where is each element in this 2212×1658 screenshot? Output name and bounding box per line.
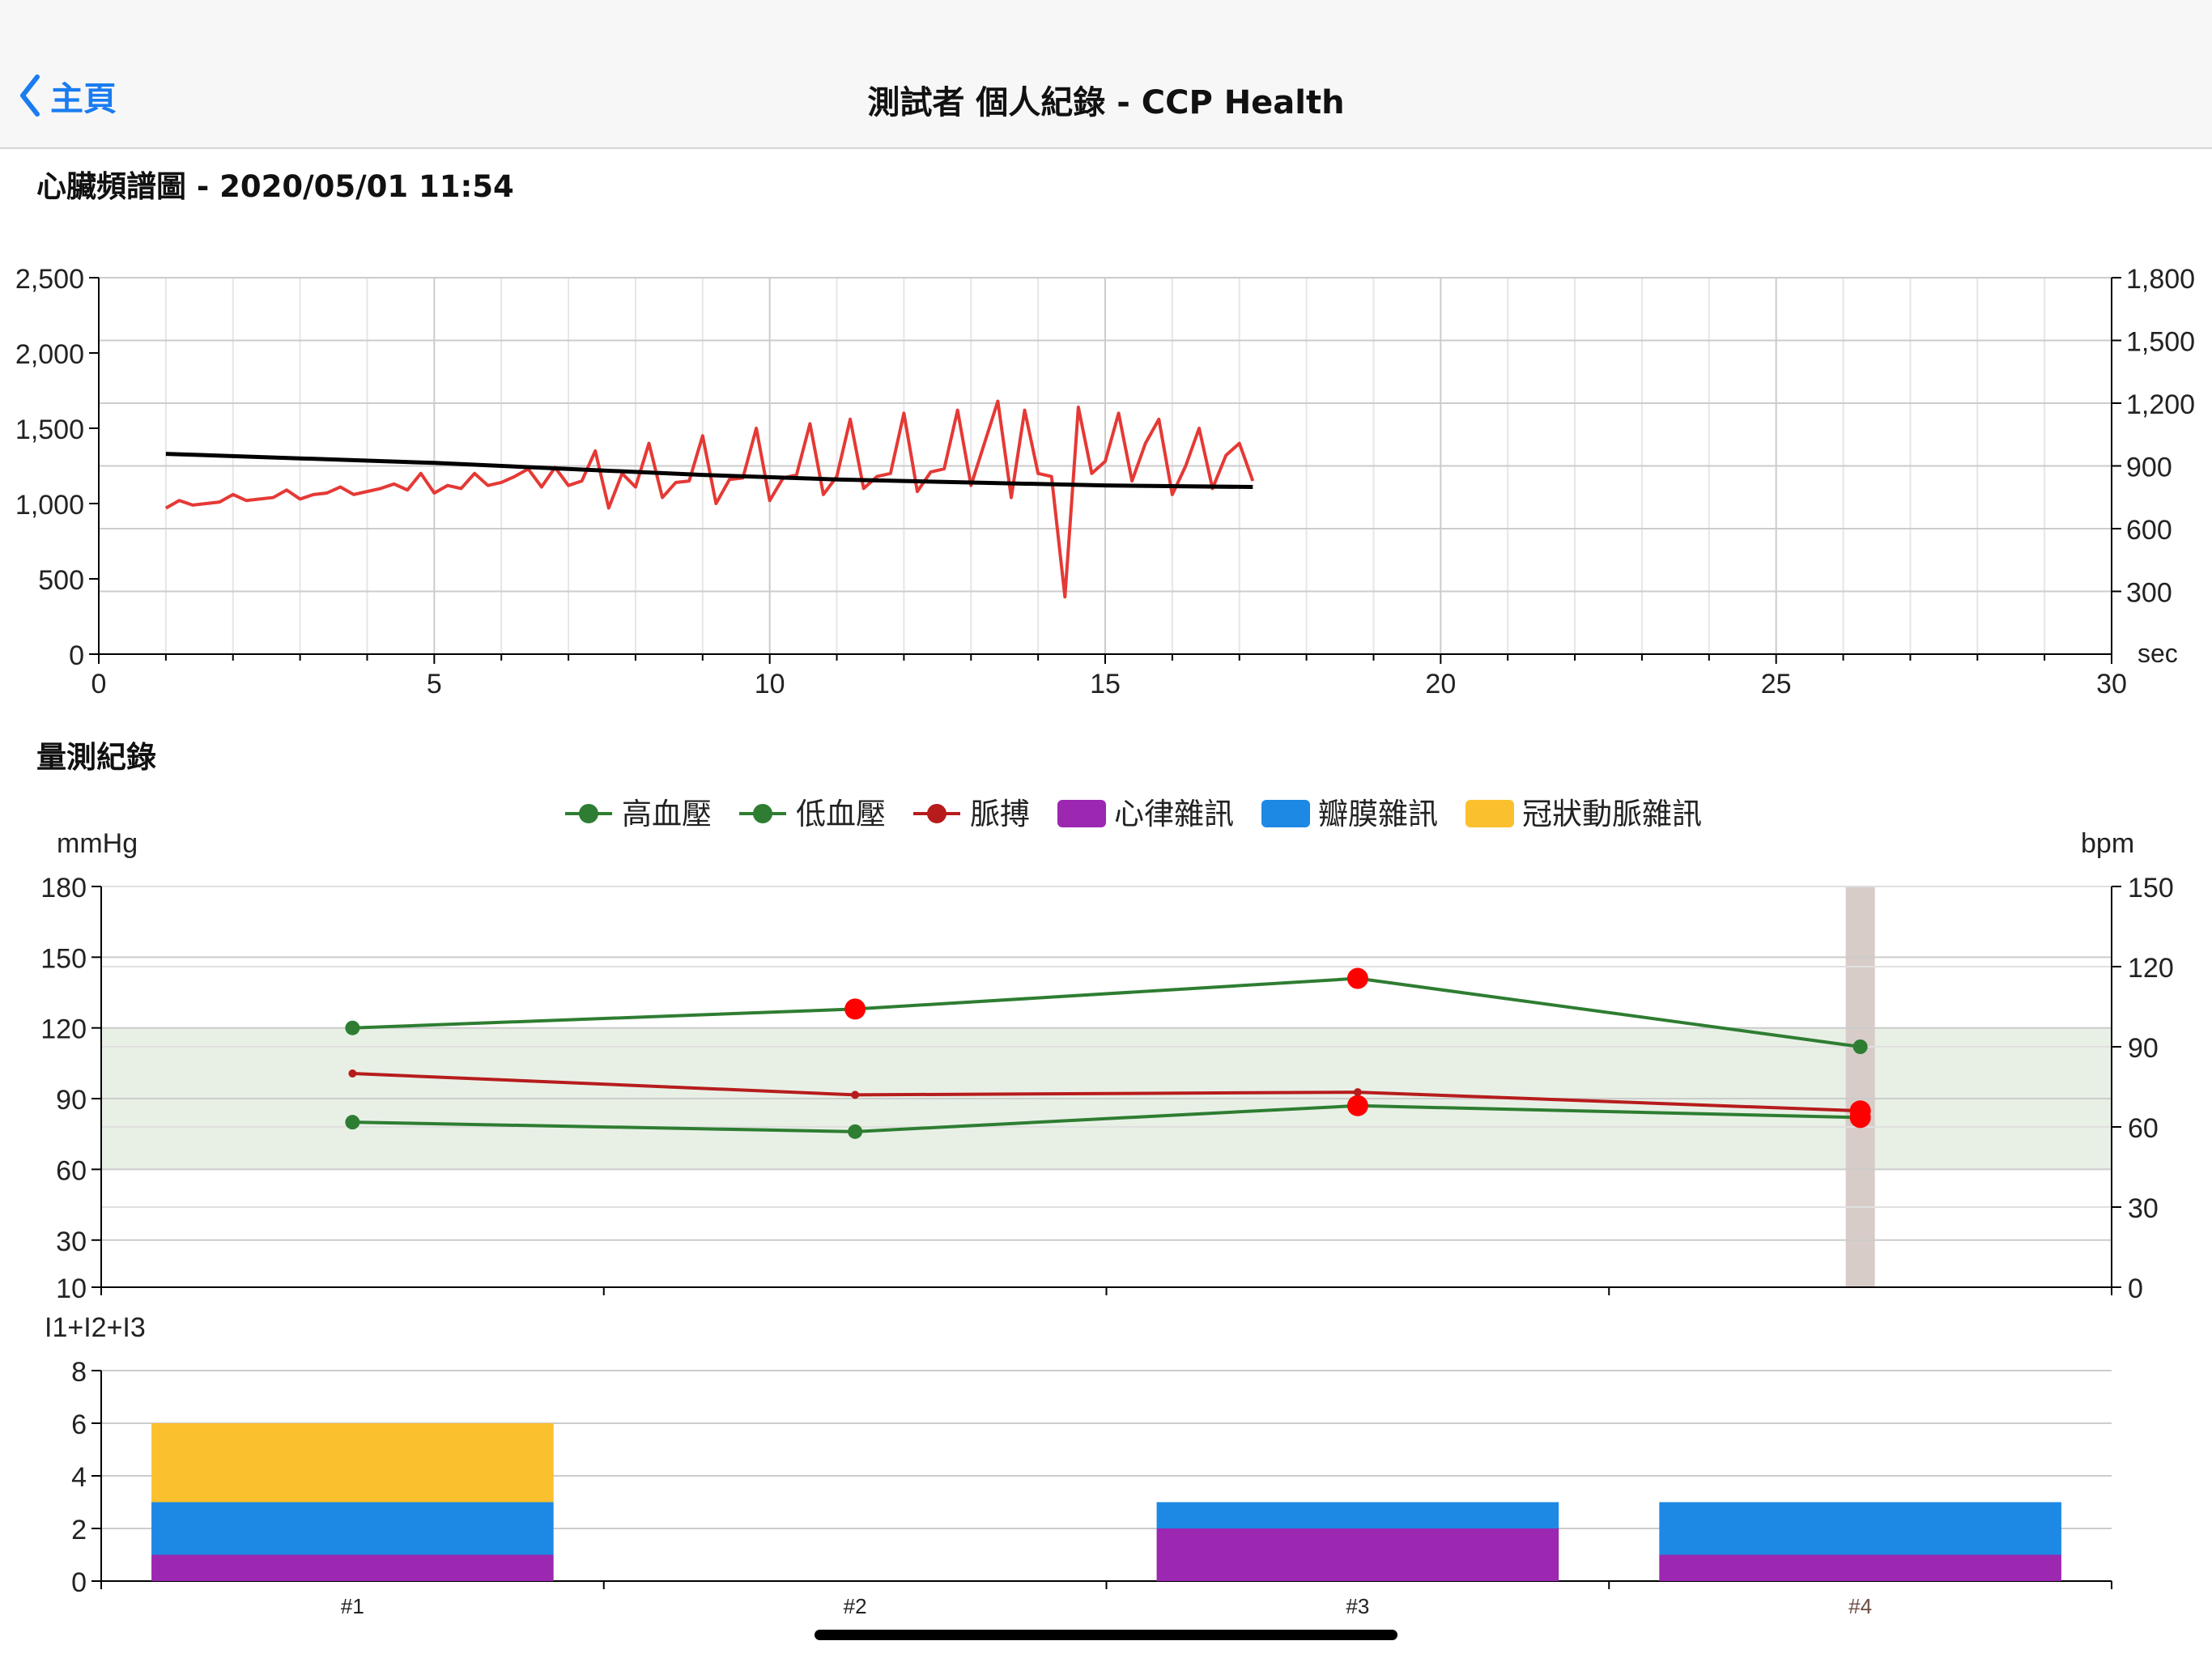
y-tick-label: 10 bbox=[56, 1273, 87, 1304]
heart-rhythm-noise-bar bbox=[151, 1554, 554, 1581]
legend-label: 低血壓 bbox=[796, 797, 886, 831]
diastolic-series-line bbox=[352, 1103, 1861, 1133]
y-tick-label: 150 bbox=[40, 943, 87, 974]
legend-label: 冠狀動脈雜訊 bbox=[1522, 797, 1702, 831]
x-tick-label: #3 bbox=[1346, 1594, 1369, 1618]
diastolic-series-point bbox=[345, 1115, 360, 1130]
legend-label: 心律雜訊 bbox=[1114, 797, 1234, 831]
x-tick-label: 10 bbox=[755, 669, 785, 699]
x-tick-label: 30 bbox=[2096, 669, 2127, 699]
diastolic-series-point bbox=[848, 1124, 863, 1139]
pulse-series-point bbox=[851, 1090, 860, 1099]
y-tick-label: 2 bbox=[71, 1515, 87, 1545]
legend-label: 脈搏 bbox=[970, 797, 1030, 831]
pulse-series-point bbox=[348, 1069, 357, 1078]
y-tick-label: 90 bbox=[56, 1085, 87, 1116]
chevron-left-icon bbox=[20, 74, 40, 117]
y-tick-label: 0 bbox=[69, 640, 84, 671]
pulse-series-alert-point bbox=[1849, 1100, 1871, 1122]
y-right-tick-label: 90 bbox=[2128, 1033, 2159, 1064]
heart-spectrum-chart: 05001,0001,5002,0002,5003006009001,2001,… bbox=[15, 264, 2195, 699]
x-tick-label: 15 bbox=[1090, 669, 1121, 699]
blood-pressure-chart: 高血壓 低血壓 脈搏 心律雜訊 瓣膜雜訊 冠狀動脈雜訊 mmHg bpm 10 30 60 90 120… bbox=[40, 797, 2174, 1304]
coronary-noise-bar bbox=[151, 1423, 554, 1503]
back-button[interactable]: 主頁 bbox=[18, 71, 117, 120]
home-indicator bbox=[815, 1630, 1397, 1640]
legend-swatch bbox=[1261, 800, 1310, 827]
heart-rhythm-noise-bar bbox=[1659, 1554, 2061, 1581]
selected-column-highlight bbox=[1845, 886, 1875, 1287]
diastolic-series-alert-point bbox=[1346, 1095, 1368, 1116]
y-tick-label: 2,000 bbox=[15, 339, 84, 370]
y-right-tick-label: 1,800 bbox=[2126, 264, 2195, 295]
y-right-tick-label: 300 bbox=[2126, 578, 2172, 609]
ecg-red-series bbox=[164, 399, 1255, 599]
systolic-series-alert-point bbox=[844, 998, 866, 1020]
x-tick-label: #2 bbox=[844, 1594, 867, 1618]
bar-axis-label: I1+I2+I3 bbox=[45, 1312, 146, 1343]
noise-bar-chart: I1+I2+I3 0 2 4 6 8 #1 #2 #3 #4 bbox=[45, 1312, 2112, 1618]
systolic-series-point bbox=[1853, 1039, 1868, 1054]
legend-label: 高血壓 bbox=[622, 797, 712, 831]
y-right-tick-label: 1,500 bbox=[2126, 327, 2195, 358]
valve-noise-bar bbox=[1659, 1502, 2061, 1555]
legend-swatch bbox=[1465, 800, 1514, 827]
page-title: 測試者 個人紀錄 - CCP Health bbox=[867, 84, 1345, 121]
y-right-tick-label: 600 bbox=[2126, 515, 2172, 546]
y-tick-label: 1,000 bbox=[15, 490, 84, 521]
valve-noise-bar bbox=[151, 1502, 554, 1555]
back-button-label: 主頁 bbox=[50, 79, 117, 118]
x-tick-label: 25 bbox=[1761, 669, 1792, 699]
x-tick-label: #4 bbox=[1848, 1594, 1872, 1618]
systolic-series-point bbox=[345, 1020, 360, 1035]
legend-swatch bbox=[1057, 800, 1106, 827]
x-tick-label: 0 bbox=[91, 669, 107, 699]
y-tick-label: 120 bbox=[40, 1014, 87, 1045]
right-unit-label: bpm bbox=[2081, 828, 2134, 859]
y-right-tick-label: 120 bbox=[2128, 953, 2174, 984]
y-right-tick-label: 150 bbox=[2128, 873, 2174, 903]
y-tick-label: 30 bbox=[56, 1226, 87, 1257]
y-tick-label: 500 bbox=[38, 565, 84, 596]
legend-swatch-dot bbox=[579, 804, 598, 823]
y-tick-label: 60 bbox=[56, 1155, 87, 1186]
systolic-series-alert-point bbox=[1346, 967, 1368, 989]
y-tick-label: 8 bbox=[71, 1357, 87, 1388]
legend-swatch-dot bbox=[753, 804, 772, 823]
pulse-series-point bbox=[1353, 1088, 1362, 1097]
normal-range-band bbox=[101, 1122, 2112, 1170]
navigation-bar: 主頁 測試者 個人紀錄 - CCP Health bbox=[0, 0, 2212, 149]
y-right-tick-label: 1,200 bbox=[2126, 389, 2195, 420]
y-tick-label: 1,500 bbox=[15, 414, 84, 445]
y-right-tick-label: 60 bbox=[2128, 1113, 2159, 1144]
y-tick-label: 6 bbox=[71, 1409, 87, 1440]
x-tick-label: 5 bbox=[427, 669, 442, 699]
y-tick-label: 180 bbox=[40, 873, 87, 903]
heart-rhythm-noise-bar bbox=[1156, 1528, 1559, 1581]
legend-label: 瓣膜雜訊 bbox=[1318, 797, 1438, 831]
right-axis-unit: sec bbox=[2138, 639, 2178, 668]
y-tick-label: 4 bbox=[71, 1462, 87, 1493]
x-tick-label: 20 bbox=[1425, 669, 1456, 699]
left-unit-label: mmHg bbox=[57, 828, 138, 859]
y-right-tick-label: 30 bbox=[2128, 1193, 2159, 1224]
pulse-series-line bbox=[352, 1072, 1861, 1113]
legend-swatch-dot bbox=[927, 804, 946, 823]
spectrum-heading: 心臟頻譜圖 - 2020/05/01 11:54 bbox=[36, 169, 514, 204]
systolic-series-line bbox=[352, 976, 1861, 1048]
x-tick-label: #1 bbox=[341, 1594, 364, 1618]
valve-noise-bar bbox=[1156, 1502, 1559, 1528]
y-tick-label: 2,500 bbox=[15, 264, 84, 295]
records-heading: 量測紀錄 bbox=[36, 740, 156, 775]
y-right-tick-label: 0 bbox=[2128, 1273, 2143, 1304]
y-tick-label: 0 bbox=[71, 1567, 87, 1598]
ecg-black-series bbox=[165, 452, 1253, 490]
y-right-tick-label: 900 bbox=[2126, 453, 2172, 483]
